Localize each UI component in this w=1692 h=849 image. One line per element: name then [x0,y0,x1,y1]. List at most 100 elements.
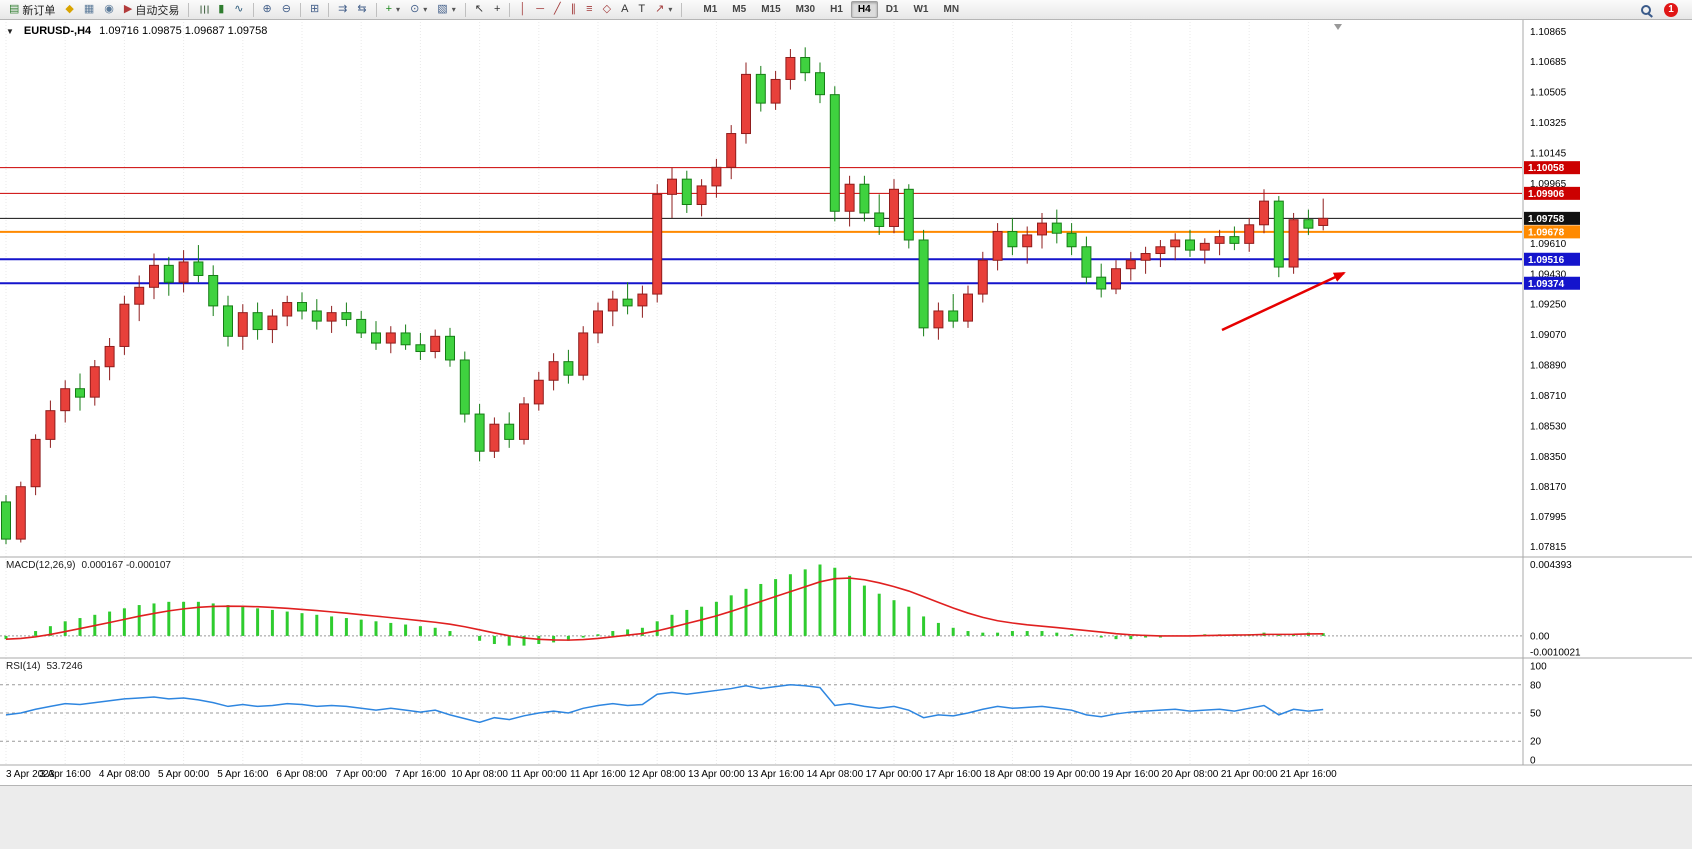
new-order-button-label: 新订单 [22,4,56,17]
svg-text:1.09430: 1.09430 [1530,269,1567,280]
price-axis: 1.10865 1.10685 1.10505 1.10325 1.10145 1.099… [1530,27,1567,553]
vertical-line-icon: │ [519,3,527,15]
template-button[interactable]: ▧ ▾ [432,1,460,19]
chart-shift-marker[interactable] [1334,24,1342,30]
new-order-button[interactable]: ▤ 新订单 [4,1,60,19]
market-watch-button[interactable]: ◉ [99,1,119,19]
trend-arrow-annotation[interactable] [1221,271,1346,332]
chart-canvas[interactable]: 1.10865 1.10685 1.10505 1.10325 1.10145 1.099… [0,20,1692,785]
rsi-axis-label: 0 [1530,756,1536,767]
timeframe-m30-button[interactable]: M30 [795,4,816,15]
ohlc-values: 1.09716 1.09875 1.09687 1.09758 [99,25,268,37]
toolbar-separator [681,2,683,17]
rsi-value: 53.7246 [46,661,83,672]
periods-button[interactable]: ⊙ ▾ [405,1,432,19]
timeframe-d1-button[interactable]: D1 [885,4,899,15]
toolbar-separator [252,2,254,17]
svg-text:21 Apr 16:00: 21 Apr 16:00 [1280,769,1337,780]
price-badge: 1.10058 [1524,161,1580,175]
profiles-button[interactable]: ▦ [79,1,99,19]
dropdown-caret-icon: ▾ [668,5,673,14]
svg-text:1.09678: 1.09678 [1528,227,1565,238]
pane-separators[interactable] [0,20,1692,766]
fibonacci-button[interactable]: ≡ [581,1,597,19]
bar-chart-button[interactable]: ☰ [193,1,213,19]
svg-text:1.10325: 1.10325 [1530,118,1567,129]
svg-text:1.08890: 1.08890 [1530,361,1567,372]
timeframe-m5-button[interactable]: M5 [732,4,747,15]
indicators-button[interactable]: + ▾ [381,1,405,19]
arrow-tool-icon: ↗ [655,3,665,15]
dropdown-caret-icon: ▾ [396,5,401,14]
timeframe-w1-button[interactable]: W1 [913,4,929,15]
channel-button[interactable]: ∥ [566,1,582,19]
text-button[interactable]: A [616,1,633,19]
macd-histogram [4,564,1325,646]
periods-icon: ⊙ [410,3,420,15]
chart-window: 1.10865 1.10685 1.10505 1.10325 1.10145 1.099… [0,20,1692,785]
shapes-button[interactable]: ◇ [598,1,616,19]
macd-signal-line [5,577,1324,641]
cursor-icon: ↖ [474,3,484,15]
horizontal-level-lines[interactable] [0,167,1522,285]
svg-text:1.08710: 1.08710 [1530,391,1567,402]
search-button[interactable] [1636,1,1656,19]
dropdown-caret-icon: ▾ [423,5,428,14]
text-label-button[interactable]: T [633,1,650,19]
timeframe-mn-button[interactable]: MN [943,4,960,15]
crosshair-button[interactable]: + [489,1,505,19]
toolbar-separator [509,2,511,17]
rsi-axis-label: 20 [1530,737,1542,748]
line-chart-button[interactable]: ∿ [229,1,248,19]
zoom-out-button[interactable]: ⊖ [277,1,296,19]
svg-text:7 Apr 00:00: 7 Apr 00:00 [336,769,388,780]
svg-text:10 Apr 08:00: 10 Apr 08:00 [451,769,508,780]
grid-lines [5,22,1309,764]
chart-shift-icon: ⇆ [357,3,367,15]
tile-windows-button[interactable]: ⊞ [305,1,324,19]
timeframe-m15-button[interactable]: M15 [761,4,781,15]
price-badge: 1.09516 [1524,252,1580,266]
notification-badge[interactable]: 1 [1664,2,1678,17]
horizontal-line-button[interactable]: ─ [531,1,549,19]
shapes-icon: ◇ [602,3,612,15]
collapse-icon[interactable]: ▼ [6,26,14,36]
candlestick-button[interactable]: ▮ [213,1,229,19]
svg-text:1.09965: 1.09965 [1530,179,1567,190]
chart-title-bar: ▼ EURUSD-,H4 1.09716 1.09875 1.09687 1.0… [6,25,267,37]
svg-text:18 Apr 08:00: 18 Apr 08:00 [984,769,1041,780]
fibonacci-icon: ≡ [586,3,593,15]
auto-scroll-button[interactable]: ⇉ [333,1,352,19]
template-icon: ▧ [437,3,448,15]
autotrading-button[interactable]: ▶ 自动交易 [119,1,184,19]
svg-text:1.10145: 1.10145 [1530,148,1567,159]
cursor-button[interactable]: ↖ [470,1,489,19]
arrows-button[interactable]: ↗ ▾ [650,1,677,19]
toolbar-separator [464,2,466,17]
timeframe-h4-button[interactable]: H4 [850,1,878,18]
metaeditor-button[interactable]: ◆ [60,1,78,19]
timeframe-h1-button[interactable]: H1 [830,4,843,15]
svg-text:20 Apr 08:00: 20 Apr 08:00 [1162,769,1219,780]
svg-text:1.09906: 1.09906 [1528,189,1565,200]
svg-text:17 Apr 16:00: 17 Apr 16:00 [925,769,982,780]
candlestick-series[interactable] [1,47,1329,545]
indicators-icon: + [385,3,393,15]
svg-text:1.07995: 1.07995 [1530,512,1567,523]
svg-text:1.10865: 1.10865 [1530,27,1567,38]
svg-text:17 Apr 00:00: 17 Apr 00:00 [866,769,923,780]
rsi-axis-label: 50 [1530,709,1542,720]
chart-shift-button[interactable]: ⇆ [352,1,371,19]
macd-axis-label: -0.0010021 [1530,648,1581,659]
candlestick-icon: ▮ [218,3,225,15]
dropdown-caret-icon: ▾ [451,5,456,14]
zoom-in-button[interactable]: ⊕ [258,1,277,19]
timeframe-m1-button[interactable]: M1 [703,4,718,15]
svg-text:1.10505: 1.10505 [1530,88,1567,99]
vertical-line-button[interactable]: │ [514,1,531,19]
zoom-in-icon: ⊕ [262,3,272,15]
trendline-button[interactable]: ╱ [549,1,566,19]
svg-text:7 Apr 16:00: 7 Apr 16:00 [395,769,447,780]
rsi-axis-label: 80 [1530,680,1542,691]
svg-text:19 Apr 00:00: 19 Apr 00:00 [1043,769,1100,780]
